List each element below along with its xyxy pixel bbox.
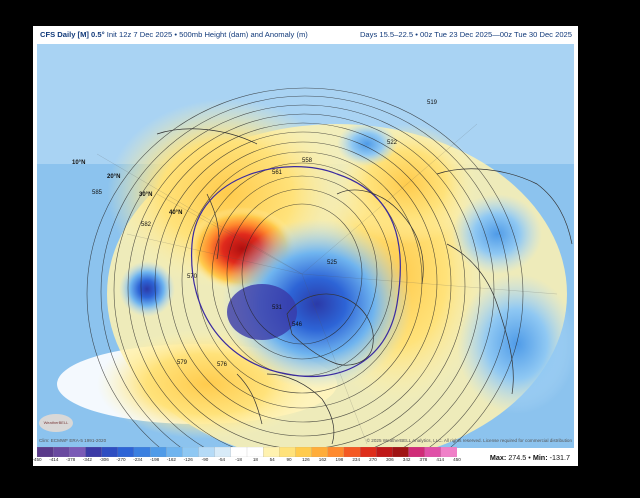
valid-period: Days 15.5–22.5 • 00z Tue 23 Dec 2025—00z… [359, 30, 572, 39]
map-svg: 10°N 20°N 30°N 40°N 585 582 579 576 570 … [37, 44, 574, 448]
contour-label: 561 [272, 170, 283, 176]
model-name: CFS Daily [M] 0.5° [40, 30, 105, 39]
max-label: Max: [489, 453, 507, 462]
colorbar-tick-label: -378 [65, 457, 76, 462]
title-bar: CFS Daily [M] 0.5° Init 12z 7 Dec 2025 •… [33, 26, 578, 44]
negative-anomaly-pacific [119, 261, 175, 317]
contour-label: 579 [177, 360, 188, 366]
contour-label: 531 [272, 305, 283, 311]
contour-label: 546 [292, 322, 303, 328]
colorbar-tick-label: 126 [301, 457, 310, 462]
colorbar-tick-label: 342 [402, 457, 411, 462]
coastlines [156, 128, 573, 445]
contour-label: 585 [92, 190, 103, 196]
anomaly-map: 10°N 20°N 30°N 40°N 585 582 579 576 570 … [37, 44, 574, 448]
negative-anomaly-canada [222, 219, 412, 389]
colorbar-swatch [166, 447, 183, 457]
lat-label-10n: 10°N [72, 160, 85, 166]
contour-label: 519 [427, 100, 438, 106]
colorbar-tick-label: -54 [218, 457, 226, 462]
min-label: Min: [532, 453, 548, 462]
vortex-edge-contour [191, 166, 401, 378]
colorbar-swatch [101, 447, 119, 457]
colorbar-swatch [327, 447, 345, 457]
anomaly-colorbar [37, 447, 457, 457]
title-text: CFS Daily [M] 0.5° Init 12z 7 Dec 2025 •… [40, 30, 308, 39]
colorbar-swatch [117, 447, 135, 457]
negative-anomaly-europe [452, 194, 542, 274]
colorbar-tick-label: 54 [269, 457, 275, 462]
colorbar-swatch [295, 447, 313, 457]
colorbar-swatch [149, 447, 167, 457]
colorbar-swatch [230, 447, 248, 457]
colorbar-tick-label: 234 [352, 457, 361, 462]
weatherbell-logo: WeatherBELL [39, 414, 73, 432]
colorbar-swatch [263, 447, 280, 457]
colorbar-swatch [343, 447, 361, 457]
copyright-credit: © 2025 WeatherBELL Analytics, LLC. All r… [366, 438, 572, 443]
colorbar-swatch [246, 447, 264, 457]
contour-label: 522 [387, 140, 398, 146]
height-contours [86, 87, 524, 448]
colorbar-tick-label: 450 [453, 457, 461, 462]
colorbar-tick-label: -126 [183, 457, 193, 462]
colorbar-swatch [182, 447, 199, 457]
lat-label-30n: 30°N [139, 192, 152, 198]
contour-label: 570 [187, 274, 198, 280]
colorbar-swatch [214, 447, 232, 457]
colorbar-tick-label: 18 [252, 457, 258, 462]
colorbar-tick-label: -18 [235, 457, 242, 462]
colorbar-tick-label: -270 [116, 457, 126, 462]
contour-label: 582 [141, 222, 152, 228]
lat-label-40n: 40°N [169, 210, 182, 216]
climatology-credit: Clim: ECMWF ERA-5 1991-2020 [39, 438, 107, 443]
colorbar-labels: -450 -414 -378 -342 -306 -270 -234 -198 -162 -126… [33, 457, 461, 465]
colorbar-tick-label: 378 [419, 457, 428, 462]
colorbar-swatch [37, 447, 54, 457]
init-time: Init 12z 7 Dec 2025 [106, 30, 173, 39]
colorbar-tick-label: -414 [49, 457, 59, 462]
colorbar-swatch [440, 447, 457, 457]
colorbar-tick-label: -342 [82, 457, 92, 462]
field-name: 500mb Height (dam) and Anomaly (m) [179, 30, 308, 39]
colorbar-swatch [359, 447, 377, 457]
colorbar-tick-label: 306 [385, 457, 394, 462]
lat-label-20n: 20°N [107, 174, 120, 180]
colorbar-tick-label: -306 [99, 457, 109, 462]
graticule [96, 123, 558, 445]
colorbar-tick-label: 162 [318, 457, 327, 462]
contour-label: 558 [302, 158, 313, 164]
colorbar-swatch [392, 447, 409, 457]
colorbar-swatch [85, 447, 103, 457]
colorbar-swatch [279, 447, 296, 457]
colorbar-tick-label: -162 [166, 457, 176, 462]
colorbar-swatch [53, 447, 70, 457]
colorbar-tick-label: -198 [149, 457, 160, 462]
colorbar-tick-label: -90 [201, 457, 209, 462]
max-value: 274.5 [508, 453, 527, 462]
colorbar-tick-label: 198 [335, 457, 344, 462]
colorbar-swatch [69, 447, 86, 457]
colorbar-swatch [408, 447, 426, 457]
map-panel: CFS Daily [M] 0.5° Init 12z 7 Dec 2025 •… [33, 26, 578, 466]
colorbar-swatch [198, 447, 216, 457]
colorbar-tick-label: -450 [33, 457, 42, 462]
contour-label: 525 [327, 260, 338, 266]
colorbar-swatch [424, 447, 442, 457]
colorbar-tick-label: 90 [286, 457, 292, 462]
colorbar-swatch [133, 447, 151, 457]
colorbar-swatch [311, 447, 329, 457]
colorbar-tick-label: 270 [369, 457, 377, 462]
colorbar-tick-label: 414 [436, 457, 445, 462]
colorbar-swatch [376, 447, 393, 457]
contour-label: 576 [217, 362, 228, 368]
max-min-stats: Max: 274.5 • Min: -131.7 [489, 453, 570, 462]
colorbar-tick-label: -234 [133, 457, 143, 462]
min-value: -131.7 [549, 453, 570, 462]
